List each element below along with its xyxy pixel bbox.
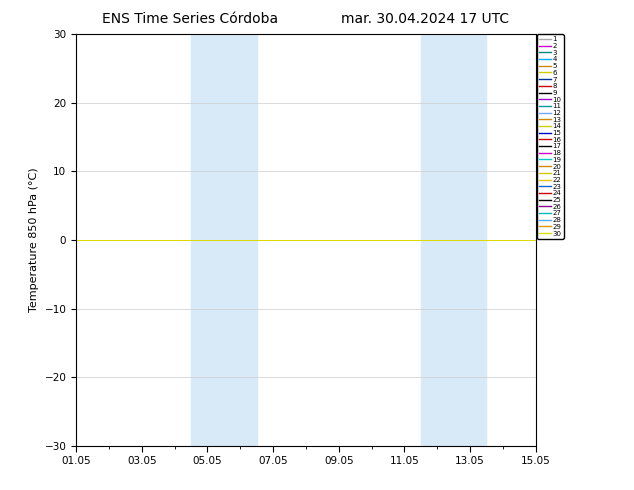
Text: mar. 30.04.2024 17 UTC: mar. 30.04.2024 17 UTC <box>340 12 509 26</box>
Bar <box>191 34 257 446</box>
Y-axis label: Temperature 850 hPa (°C): Temperature 850 hPa (°C) <box>29 168 39 313</box>
Bar <box>421 34 486 446</box>
Legend: 1, 2, 3, 4, 5, 6, 7, 8, 9, 10, 11, 12, 13, 14, 15, 16, 17, 18, 19, 20, 21, 22, 2: 1, 2, 3, 4, 5, 6, 7, 8, 9, 10, 11, 12, 1… <box>536 34 564 239</box>
Text: ENS Time Series Córdoba: ENS Time Series Córdoba <box>102 12 278 26</box>
